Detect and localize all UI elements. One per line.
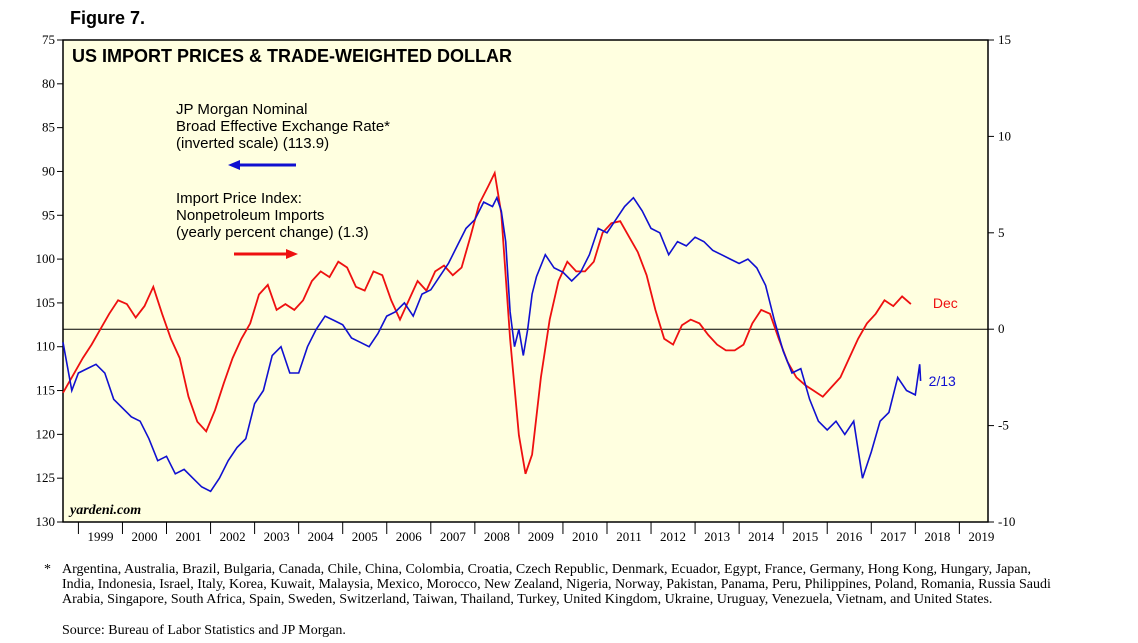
x-axis-tick-label: 2019	[968, 529, 994, 544]
x-axis-tick-label: 2014	[748, 529, 775, 544]
x-axis: 1999 2000 2001 2002 2003 2004 2005 2006 2007 2008…	[77, 522, 994, 544]
left-axis-tick-label: 110	[36, 339, 55, 354]
legend-text-import-price: Import Price Index:	[176, 190, 302, 207]
left-axis-tick-label: 95	[42, 207, 55, 222]
legend-arrowhead-blue	[228, 160, 240, 170]
legend-arrowhead-red	[286, 249, 298, 259]
legend-text-import-price: (yearly percent change) (1.3)	[176, 224, 369, 241]
x-axis-tick-label: 2002	[220, 529, 246, 544]
plot-area	[62, 39, 989, 523]
legend-text-exchange-rate: (inverted scale) (113.9)	[176, 135, 329, 152]
left-axis-tick-label: 120	[36, 426, 56, 441]
right-axis-tick-label: 10	[998, 128, 1011, 143]
watermark: yardeni.com	[68, 503, 141, 518]
left-axis-tick-label: 90	[42, 163, 55, 178]
x-axis-tick-label: 1999	[87, 529, 113, 544]
source-note: Source: Bureau of Labor Statistics and J…	[62, 623, 346, 638]
x-axis-tick-label: 2008	[484, 529, 510, 544]
left-axis-tick-label: 115	[36, 383, 55, 398]
x-axis-tick-label: 2004	[308, 529, 335, 544]
left-axis: 75 80 85 90 95 100 105 110 115 120 125 130	[36, 32, 67, 529]
left-axis-tick-label: 80	[42, 76, 55, 91]
x-axis-tick-label: 2012	[660, 529, 686, 544]
x-axis-tick-label: 2000	[131, 529, 157, 544]
x-axis-tick-label: 2001	[176, 529, 202, 544]
footnote-marker: *	[44, 562, 51, 577]
left-axis-tick-label: 130	[36, 514, 56, 529]
series-line-exchange-rate	[62, 195, 922, 493]
left-axis-tick-label: 100	[36, 251, 56, 266]
left-axis-tick-label: 75	[42, 32, 55, 47]
x-axis-tick-label: 2010	[572, 529, 598, 544]
x-axis-tick-label: 2009	[528, 529, 554, 544]
chart-title: US IMPORT PRICES & TRADE-WEIGHTED DOLLAR	[72, 46, 512, 66]
footnote-country-list: Argentina, Australia, Brazil, Bulgaria, …	[62, 562, 1051, 607]
x-axis-tick-label: 2006	[396, 529, 423, 544]
right-axis-tick-label: 0	[998, 321, 1005, 336]
x-axis-tick-label: 2015	[792, 529, 818, 544]
x-axis-tick-label: 2016	[836, 529, 863, 544]
figure-label: Figure 7.	[70, 8, 146, 28]
right-axis-tick-label: 15	[998, 32, 1011, 47]
left-axis-tick-label: 105	[36, 295, 56, 310]
legend-text-exchange-rate: Broad Effective Exchange Rate*	[176, 118, 390, 135]
x-axis-tick-label: 2007	[440, 529, 467, 544]
legend-text-import-price: Nonpetroleum Imports	[176, 207, 324, 224]
end-label-exchange-rate: 2/13	[929, 373, 956, 389]
legend-text-exchange-rate: JP Morgan Nominal	[176, 101, 307, 118]
x-axis-tick-label: 2017	[880, 529, 907, 544]
x-axis-tick-label: 2018	[924, 529, 950, 544]
left-axis-tick-label: 125	[36, 470, 56, 485]
right-axis-tick-label: 5	[998, 225, 1005, 240]
right-axis-tick-label: -5	[998, 418, 1009, 433]
series-line-import-price-index	[62, 170, 912, 475]
x-axis-tick-label: 2011	[616, 529, 642, 544]
x-axis-tick-label: 2003	[264, 529, 290, 544]
x-axis-tick-label: 2013	[704, 529, 730, 544]
x-axis-tick-label: 2005	[352, 529, 378, 544]
right-axis-tick-label: -10	[998, 514, 1015, 529]
left-axis-tick-label: 85	[42, 120, 55, 135]
end-label-import-price: Dec	[933, 295, 958, 311]
